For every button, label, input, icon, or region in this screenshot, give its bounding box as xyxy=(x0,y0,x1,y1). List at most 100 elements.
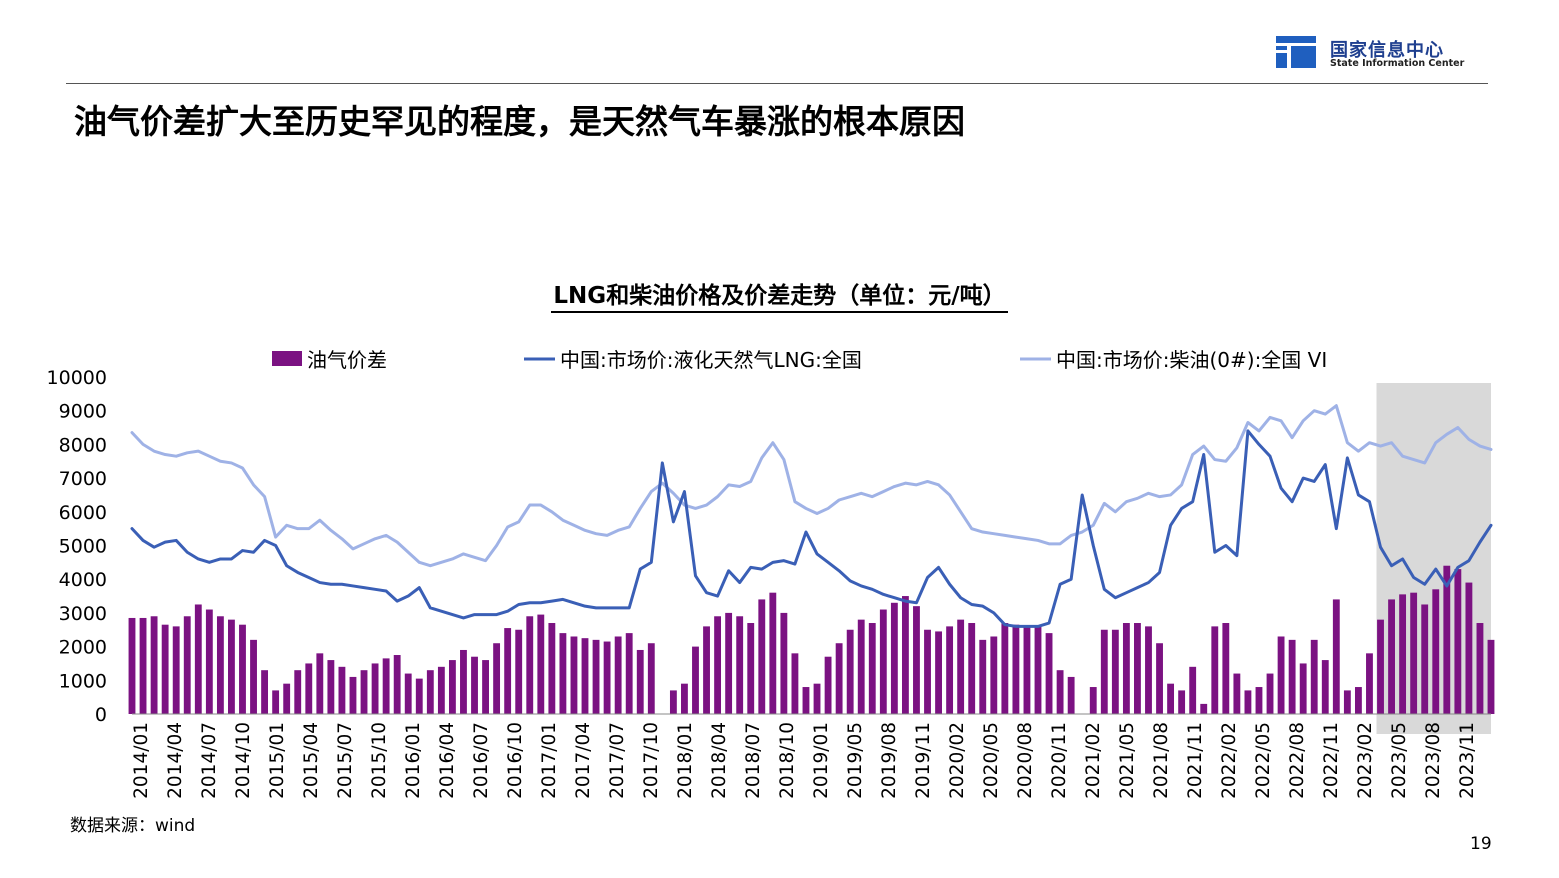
y-tick-label: 5000 xyxy=(59,536,107,558)
bar-price-spread xyxy=(437,666,445,714)
bar-price-spread xyxy=(482,660,489,714)
bar-price-spread xyxy=(1244,690,1252,714)
bar-price-spread xyxy=(1299,663,1307,714)
bar-price-spread xyxy=(559,633,567,714)
bar-price-spread xyxy=(205,609,213,714)
x-tick-label: 2022/05 xyxy=(1253,722,1274,799)
bar-price-spread xyxy=(1111,629,1119,714)
bar-price-spread xyxy=(216,616,224,714)
bar-price-spread xyxy=(769,592,777,714)
x-tick-label: 2018/01 xyxy=(675,722,696,799)
bar-price-spread xyxy=(1255,687,1263,714)
bar-price-spread xyxy=(371,663,379,714)
bar-price-spread xyxy=(957,619,965,714)
bar-price-spread xyxy=(890,602,898,714)
data-source-note: 数据来源：wind xyxy=(70,816,196,836)
bar-price-spread xyxy=(1366,653,1373,714)
bar-price-spread xyxy=(1134,623,1141,714)
bar-price-spread xyxy=(570,636,578,714)
x-tick-label: 2020/11 xyxy=(1049,722,1070,799)
x-tick-label: 2020/08 xyxy=(1015,722,1036,799)
x-tick-label: 2022/11 xyxy=(1321,722,1342,799)
bar-price-spread xyxy=(946,626,954,714)
x-tick-label: 2017/10 xyxy=(641,722,662,799)
x-tick-label: 2023/05 xyxy=(1389,722,1410,799)
x-tick-label: 2014/01 xyxy=(131,722,152,799)
bar-price-spread xyxy=(128,617,136,714)
bar-price-spread xyxy=(261,670,269,714)
bar-price-spread xyxy=(1167,683,1175,714)
bar-price-spread xyxy=(1377,619,1384,714)
x-tick-label: 2016/10 xyxy=(505,722,526,799)
bar-price-spread xyxy=(1310,639,1318,714)
x-tick-label: 2021/08 xyxy=(1151,722,1172,799)
x-tick-label: 2015/10 xyxy=(369,722,390,799)
bar-price-spread xyxy=(305,663,313,714)
bar-price-spread xyxy=(283,683,291,714)
bar-price-spread xyxy=(327,660,335,714)
bar-price-spread xyxy=(272,690,280,714)
bar-price-spread xyxy=(1222,623,1230,714)
bar-price-spread xyxy=(935,631,942,714)
bar-price-spread xyxy=(1421,604,1429,714)
x-tick-label: 2019/05 xyxy=(845,722,866,799)
bar-price-spread xyxy=(1465,582,1473,714)
bar-price-spread xyxy=(780,612,788,714)
legend-swatch-price-spread xyxy=(272,351,302,366)
x-tick-label: 2022/02 xyxy=(1219,722,1240,799)
x-tick-label: 2016/04 xyxy=(437,722,458,799)
x-tick-label: 2021/02 xyxy=(1083,722,1104,799)
bar-price-spread xyxy=(1045,633,1053,714)
bar-price-spread xyxy=(139,617,147,714)
bar-price-spread xyxy=(448,660,456,714)
bar-price-spread xyxy=(846,629,854,714)
bar-price-spread xyxy=(813,683,821,714)
bar-price-spread xyxy=(1145,626,1152,714)
bar-price-spread xyxy=(1023,626,1031,714)
bar-price-spread xyxy=(1156,643,1163,714)
x-tick-label: 2022/08 xyxy=(1287,722,1308,799)
x-tick-label: 2019/08 xyxy=(879,722,900,799)
bar-price-spread xyxy=(493,643,501,714)
y-tick-label: 1000 xyxy=(59,670,107,692)
bar-price-spread xyxy=(603,641,611,714)
bar-price-spread xyxy=(1321,660,1329,714)
x-tick-label: 2015/01 xyxy=(267,722,288,799)
bar-price-spread xyxy=(294,670,302,714)
bar-price-spread xyxy=(581,638,589,714)
x-tick-label: 2019/01 xyxy=(811,722,832,799)
bar-price-spread xyxy=(592,639,600,714)
bar-price-spread xyxy=(1100,629,1108,714)
bar-price-spread xyxy=(669,690,677,714)
y-tick-label: 10000 xyxy=(47,367,107,389)
bar-price-spread xyxy=(1056,670,1064,714)
page-number: 19 xyxy=(1470,834,1492,854)
legend-label-diesel: 中国:市场价:柴油(0#):全国 VI xyxy=(1056,348,1327,372)
bar-price-spread xyxy=(526,616,534,714)
bar-price-spread xyxy=(548,623,556,714)
bar-price-spread xyxy=(150,616,158,714)
bar-price-spread xyxy=(725,612,733,714)
bar-price-spread xyxy=(382,658,390,714)
bar-price-spread xyxy=(1288,639,1296,714)
bar-price-spread xyxy=(879,609,887,714)
bar-price-spread xyxy=(426,670,434,714)
bar-price-spread xyxy=(979,639,987,714)
chart-title: LNG和柴油价格及价差走势（单位：元/吨） xyxy=(0,276,1559,313)
bar-price-spread xyxy=(1067,676,1075,714)
y-tick-label: 4000 xyxy=(59,569,107,591)
bar-price-spread xyxy=(736,616,744,714)
bar-price-spread xyxy=(404,673,412,714)
header-divider xyxy=(66,83,1488,84)
bar-price-spread xyxy=(1354,687,1362,714)
x-tick-label: 2023/08 xyxy=(1423,722,1444,799)
x-tick-label: 2014/04 xyxy=(165,722,186,799)
bar-price-spread xyxy=(1432,589,1440,714)
bar-price-spread xyxy=(183,616,191,714)
y-tick-label: 0 xyxy=(95,704,107,726)
bar-price-spread xyxy=(990,636,998,714)
bar-price-spread xyxy=(1089,687,1097,714)
line-diesel-price xyxy=(130,404,1493,568)
x-tick-label: 2016/01 xyxy=(403,722,424,799)
